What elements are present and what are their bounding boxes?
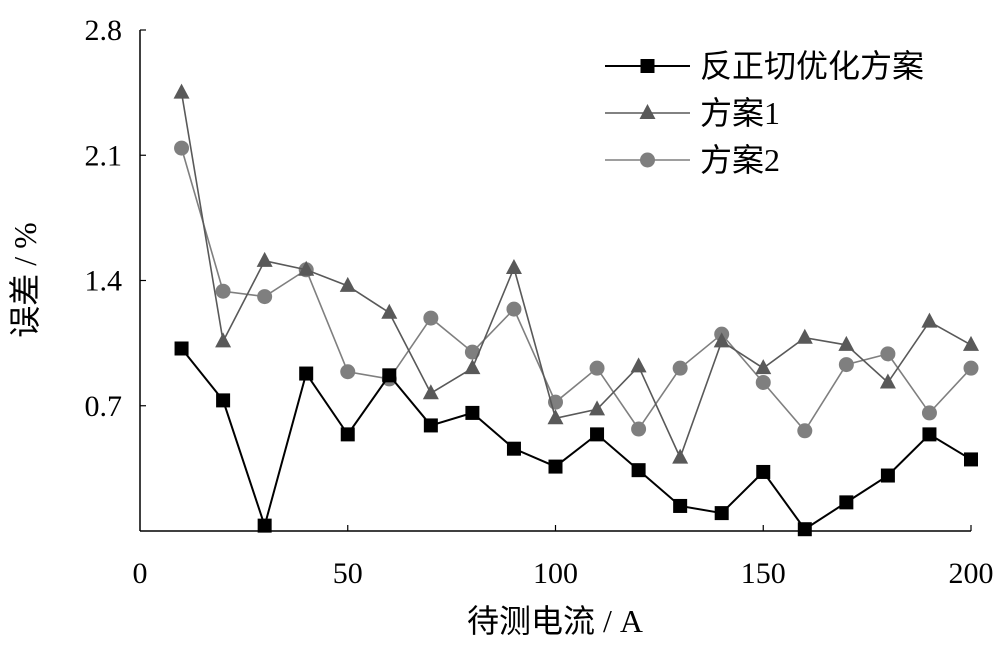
data-point-square <box>548 459 563 474</box>
y-tick-label: 2.8 <box>85 14 123 47</box>
legend-label: 方案1 <box>700 95 780 131</box>
data-point-triangle <box>713 332 730 348</box>
data-point-square <box>880 468 895 483</box>
legend-item: 方案1 <box>605 95 780 131</box>
data-point-triangle <box>505 258 522 274</box>
x-tick-label: 150 <box>741 557 786 590</box>
legend-label: 反正切优化方案 <box>700 48 924 84</box>
series-line <box>180 92 972 460</box>
data-point-square <box>797 522 812 537</box>
data-point-circle <box>755 374 771 390</box>
data-point-circle <box>838 357 854 373</box>
data-point-triangle <box>422 384 439 400</box>
data-point-triangle <box>339 276 356 292</box>
data-point-triangle <box>215 332 232 348</box>
data-point-square <box>174 341 189 356</box>
data-point-triangle <box>547 409 564 425</box>
data-point-square <box>756 464 771 479</box>
y-tick-label: 2.1 <box>85 139 123 172</box>
data-point-triangle <box>963 335 979 351</box>
data-point-triangle <box>879 373 896 389</box>
data-point-triangle <box>381 303 398 319</box>
data-point-circle <box>880 346 896 362</box>
data-point-square <box>340 427 355 442</box>
x-axis-title: 待测电流 / A <box>467 603 643 639</box>
x-tick-label: 100 <box>533 557 578 590</box>
series-1 <box>174 341 978 537</box>
data-point-square <box>673 498 688 513</box>
series-3 <box>174 140 979 439</box>
legend-marker-circle <box>640 152 655 168</box>
data-point-circle <box>672 360 688 376</box>
data-point-circle <box>921 405 937 421</box>
data-point-circle <box>963 360 979 376</box>
data-point-circle <box>423 310 439 326</box>
data-point-square <box>839 495 854 510</box>
data-point-square <box>714 506 729 521</box>
legend-item: 反正切优化方案 <box>605 48 924 84</box>
legend-marker-square <box>640 59 655 73</box>
data-point-square <box>506 441 521 456</box>
data-point-circle <box>174 140 190 156</box>
data-point-circle <box>506 301 522 317</box>
series-2 <box>173 83 979 464</box>
data-point-triangle <box>921 312 938 328</box>
data-point-circle <box>797 423 813 439</box>
data-point-square <box>922 427 937 442</box>
data-point-triangle <box>630 357 647 373</box>
data-point-circle <box>257 289 273 305</box>
data-point-triangle <box>796 328 813 344</box>
data-point-circle <box>464 344 480 360</box>
x-tick-label: 200 <box>949 557 994 590</box>
data-point-triangle <box>838 335 855 351</box>
legend-item: 方案2 <box>605 142 780 178</box>
legend-label: 方案2 <box>700 142 780 178</box>
data-point-square <box>257 518 272 533</box>
x-tick-label: 0 <box>133 557 148 590</box>
legend-marker-triangle <box>639 104 656 119</box>
data-point-triangle <box>256 251 273 267</box>
x-tick-label: 50 <box>333 557 363 590</box>
y-tick-label: 1.4 <box>85 265 123 298</box>
series <box>173 83 979 537</box>
y-axis-title: 误差 / % <box>7 222 43 338</box>
ticks: 0 50 100 150 200 0.7 1.4 2.1 2.8 <box>85 14 994 590</box>
data-point-square <box>964 452 978 467</box>
data-point-square <box>590 427 605 442</box>
data-point-square <box>631 463 646 478</box>
data-point-square <box>382 368 397 383</box>
data-point-triangle <box>464 359 481 375</box>
data-point-circle <box>215 283 231 299</box>
axes <box>139 30 971 532</box>
data-point-triangle <box>173 83 190 99</box>
data-point-circle <box>340 364 356 380</box>
data-point-square <box>423 418 438 433</box>
series-line <box>180 147 972 433</box>
data-point-triangle <box>589 400 606 416</box>
data-point-square <box>465 405 480 420</box>
y-tick-label: 0.7 <box>85 390 123 423</box>
data-point-circle <box>589 360 605 376</box>
data-point-square <box>299 366 314 381</box>
data-point-circle <box>631 421 647 437</box>
data-point-triangle <box>298 260 315 276</box>
data-point-triangle <box>755 359 772 375</box>
data-point-square <box>216 393 231 408</box>
data-point-triangle <box>672 448 689 464</box>
